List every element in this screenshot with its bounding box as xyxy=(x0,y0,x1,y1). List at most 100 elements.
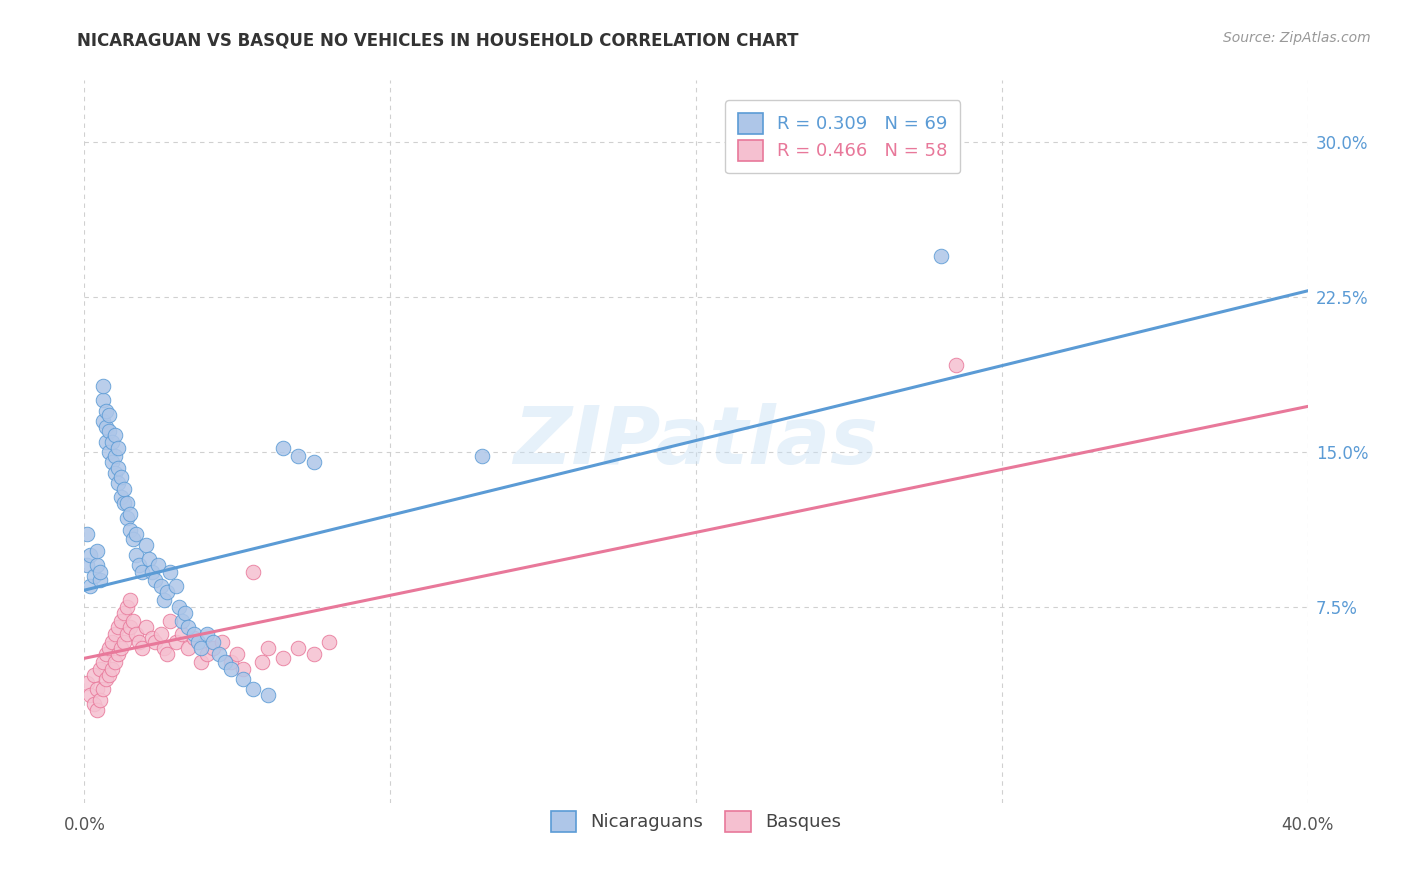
Point xyxy=(242,565,264,579)
Point xyxy=(135,620,157,634)
Point xyxy=(97,640,120,655)
Point xyxy=(131,565,153,579)
Point xyxy=(110,469,132,483)
Point xyxy=(232,672,254,686)
Point xyxy=(125,626,148,640)
Point xyxy=(83,568,105,582)
Point xyxy=(174,606,197,620)
Point xyxy=(302,455,325,469)
Point xyxy=(89,573,111,587)
Point xyxy=(122,614,145,628)
Point xyxy=(201,640,224,655)
Point xyxy=(107,475,129,490)
Point xyxy=(110,490,132,504)
Point xyxy=(79,689,101,703)
Point xyxy=(186,634,208,648)
Point xyxy=(219,662,242,676)
Point xyxy=(120,620,142,634)
Legend: Nicaraguans, Basques: Nicaraguans, Basques xyxy=(538,798,853,845)
Point xyxy=(104,449,127,463)
Text: NICARAGUAN VS BASQUE NO VEHICLES IN HOUSEHOLD CORRELATION CHART: NICARAGUAN VS BASQUE NO VEHICLES IN HOUS… xyxy=(77,31,799,49)
Point xyxy=(83,668,105,682)
Point xyxy=(201,634,224,648)
Point xyxy=(149,626,172,640)
Point xyxy=(104,466,127,480)
Point xyxy=(167,599,190,614)
Point xyxy=(97,424,120,438)
Point xyxy=(107,441,129,455)
Point xyxy=(149,579,172,593)
Point xyxy=(165,579,187,593)
Point xyxy=(471,449,494,463)
Text: ZIPatlas: ZIPatlas xyxy=(513,402,879,481)
Point xyxy=(120,593,142,607)
Point xyxy=(156,585,179,599)
Point xyxy=(143,634,166,648)
Point xyxy=(76,558,98,573)
Point xyxy=(219,656,242,670)
Point xyxy=(115,626,138,640)
Point xyxy=(86,558,108,573)
Point xyxy=(83,697,105,711)
Point xyxy=(94,647,117,661)
Point xyxy=(128,634,150,648)
Point xyxy=(177,620,200,634)
Point xyxy=(86,682,108,697)
Point xyxy=(115,496,138,510)
Point xyxy=(128,558,150,573)
Point xyxy=(271,651,294,665)
Point xyxy=(79,548,101,562)
Point xyxy=(141,565,163,579)
Point xyxy=(94,672,117,686)
Point xyxy=(112,634,135,648)
Point xyxy=(104,656,127,670)
Point xyxy=(153,640,176,655)
Point xyxy=(135,538,157,552)
Point xyxy=(101,662,124,676)
Point xyxy=(91,379,114,393)
Point xyxy=(141,631,163,645)
Point xyxy=(159,565,181,579)
Point xyxy=(318,634,340,648)
Point xyxy=(94,434,117,449)
Point xyxy=(929,249,952,263)
Point xyxy=(125,527,148,541)
Point xyxy=(122,532,145,546)
Point xyxy=(107,647,129,661)
Point xyxy=(86,703,108,717)
Point xyxy=(195,647,218,661)
Point xyxy=(183,631,205,645)
Point xyxy=(208,647,231,661)
Point xyxy=(120,507,142,521)
Point xyxy=(302,647,325,661)
Point xyxy=(287,640,309,655)
Point xyxy=(89,565,111,579)
Point xyxy=(131,640,153,655)
Point xyxy=(146,558,169,573)
Point xyxy=(115,511,138,525)
Point xyxy=(79,579,101,593)
Point xyxy=(226,647,249,661)
Point xyxy=(195,626,218,640)
Point xyxy=(153,593,176,607)
Point xyxy=(91,682,114,697)
Point xyxy=(143,573,166,587)
Point xyxy=(156,647,179,661)
Point xyxy=(89,692,111,706)
Point xyxy=(271,441,294,455)
Point xyxy=(115,599,138,614)
Point xyxy=(97,445,120,459)
Point xyxy=(104,428,127,442)
Point xyxy=(257,640,280,655)
Point xyxy=(76,676,98,690)
Point xyxy=(165,634,187,648)
Point xyxy=(97,408,120,422)
Point xyxy=(101,434,124,449)
Point xyxy=(159,614,181,628)
Point xyxy=(242,682,264,697)
Text: Source: ZipAtlas.com: Source: ZipAtlas.com xyxy=(1223,31,1371,45)
Point xyxy=(190,640,212,655)
Point xyxy=(172,614,194,628)
Point xyxy=(257,689,280,703)
Point xyxy=(91,656,114,670)
